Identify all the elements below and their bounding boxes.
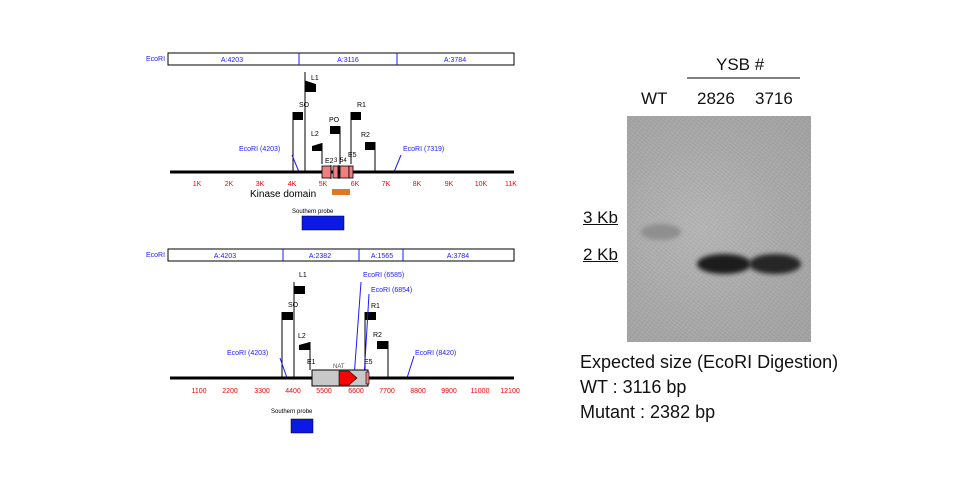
primer-l2-flag [299, 342, 311, 370]
map2-tick: 12100 [500, 388, 520, 395]
map1-primers: L1 SO L2 PO R1 R2 [292, 72, 376, 172]
mutant-size: Mutant : 2382 bp [580, 402, 716, 422]
band-2826 [697, 254, 751, 274]
primer-r1-label: R1 [357, 102, 366, 109]
map1-tick: 5K [319, 181, 328, 188]
nat-label: NAT [333, 364, 345, 370]
primer-l2-flag [312, 143, 323, 164]
lane-label-2826: 2826 [697, 89, 735, 108]
map2-nat-cassette [311, 369, 370, 387]
kinase-domain-bar [332, 189, 350, 195]
map2-tick: 5500 [316, 388, 332, 395]
exon-e1-label: E1 [307, 359, 316, 366]
map1-axis-ticks: 1K 2K 3K 4K 5K 6K 7K 8K 9K 10K 11K [193, 181, 518, 188]
map2-fragment-3: A:1565 [371, 253, 393, 260]
map1-site-7319: EcoRI (7319) [403, 146, 444, 153]
map1-site-4203: EcoRI (4203) [239, 146, 280, 153]
kinase-domain-label: Kinase domain [250, 189, 316, 200]
band-wt [641, 224, 681, 240]
map1-fragment-bar: EcoRI A:4203 A:3116 A:3784 [146, 52, 515, 66]
primer-r2-flag [377, 341, 389, 378]
map2-primer-r1-label: R1 [371, 303, 380, 310]
primer-r2-flag [365, 142, 376, 172]
map2-primer-r2-label: R2 [373, 332, 382, 339]
primer-r2-label: R2 [361, 132, 370, 139]
map1-probe-label: Southern probe [292, 209, 334, 215]
map1-ecori-sites: EcoRI (4203) EcoRI (7319) [239, 146, 444, 173]
band-3716 [749, 254, 801, 274]
primer-so-flag [281, 312, 293, 378]
map1-tick: 3K [256, 181, 265, 188]
marker-2kb: 2 Kb [583, 245, 618, 264]
map2-tick: 6600 [348, 388, 364, 395]
map1-tick: 1K [193, 181, 202, 188]
map2-probe-bar [290, 418, 314, 434]
map1-tick: 10K [475, 181, 488, 188]
primer-l1-flag [293, 282, 305, 378]
map2-primer-so-label: SO [288, 302, 299, 309]
southern-blot-image [627, 116, 811, 342]
map1-exons [321, 165, 354, 179]
wt-size: WT : 3116 bp [580, 377, 687, 397]
map1-tick: 4K [288, 181, 297, 188]
primer-po-flag [330, 126, 341, 164]
map2-primer-l2-label: L2 [298, 333, 306, 340]
primer-l2-label: L2 [311, 131, 319, 138]
exon-54-label: 54 [340, 158, 347, 164]
map2-probe-label: Southern probe [271, 409, 313, 415]
map2-tick: 3300 [254, 388, 270, 395]
map2-fragment-1: A:4203 [214, 253, 236, 260]
ysb-header: YSB # [716, 55, 765, 74]
map1-probe-bar [301, 215, 345, 231]
map2-tick: 9900 [441, 388, 457, 395]
primer-l1-label: L1 [311, 75, 319, 82]
exon-3-label: 3 [334, 158, 338, 164]
map2-tick: 8800 [410, 388, 426, 395]
map1-tick: 2K [225, 181, 234, 188]
exon-e2-label: E2 [325, 158, 334, 165]
map2-tick: 11000 [471, 388, 490, 395]
map2-primer-l1-label: L1 [299, 272, 307, 279]
map2-tick: 2200 [222, 388, 238, 395]
primer-r1-flag [350, 112, 361, 164]
map1-enzyme-label: EcoRI [146, 56, 165, 63]
map1-fragment-3: A:3784 [444, 57, 466, 64]
primer-po-label: PO [329, 117, 340, 124]
primer-so-label: SO [299, 102, 310, 109]
map1-tick: 7K [382, 181, 391, 188]
map1-tick: 8K [413, 181, 422, 188]
map2-enzyme-label: EcoRI [146, 252, 165, 259]
lane-label-wt: WT [641, 89, 668, 108]
map2-fragment-2: A:2382 [309, 253, 331, 260]
map1-fragment-2: A:3116 [337, 57, 359, 64]
map2-site-4203: EcoRI (4203) [227, 350, 268, 357]
map1-tick: 6K [351, 181, 360, 188]
map1-tick: 9K [445, 181, 454, 188]
map2-ecori-sites: EcoRI (4203) EcoRI (6585) EcoRI (6854) E… [227, 272, 456, 379]
map1-tick: 11K [505, 181, 517, 188]
map2-site-6585: EcoRI (6585) [363, 272, 404, 279]
map2-tick: 7700 [379, 388, 395, 395]
map2-exon-e5-label: E5 [364, 359, 373, 366]
map2-site-8420: EcoRI (8420) [415, 350, 456, 357]
primer-so-flag [292, 112, 303, 172]
map2-fragment-4: A:3784 [447, 253, 469, 260]
map1-fragment-1: A:4203 [221, 57, 243, 64]
map2-axis-ticks: 1100 2200 3300 4400 5500 6600 7700 8800 … [191, 388, 519, 395]
map2-tick: 1100 [191, 388, 206, 395]
map2-site-6854: EcoRI (6854) [371, 287, 412, 294]
primer-l1-flag [304, 72, 316, 172]
map2-tick: 4400 [285, 388, 301, 395]
expected-size-title: Expected size (EcoRI Digestion) [580, 352, 839, 372]
exon-e5-label: E5 [348, 152, 357, 159]
lane-label-3716: 3716 [755, 89, 793, 108]
marker-3kb: 3 Kb [583, 208, 618, 227]
map2-fragment-bar: EcoRI A:4203 A:2382 A:1565 A:3784 [146, 248, 515, 262]
